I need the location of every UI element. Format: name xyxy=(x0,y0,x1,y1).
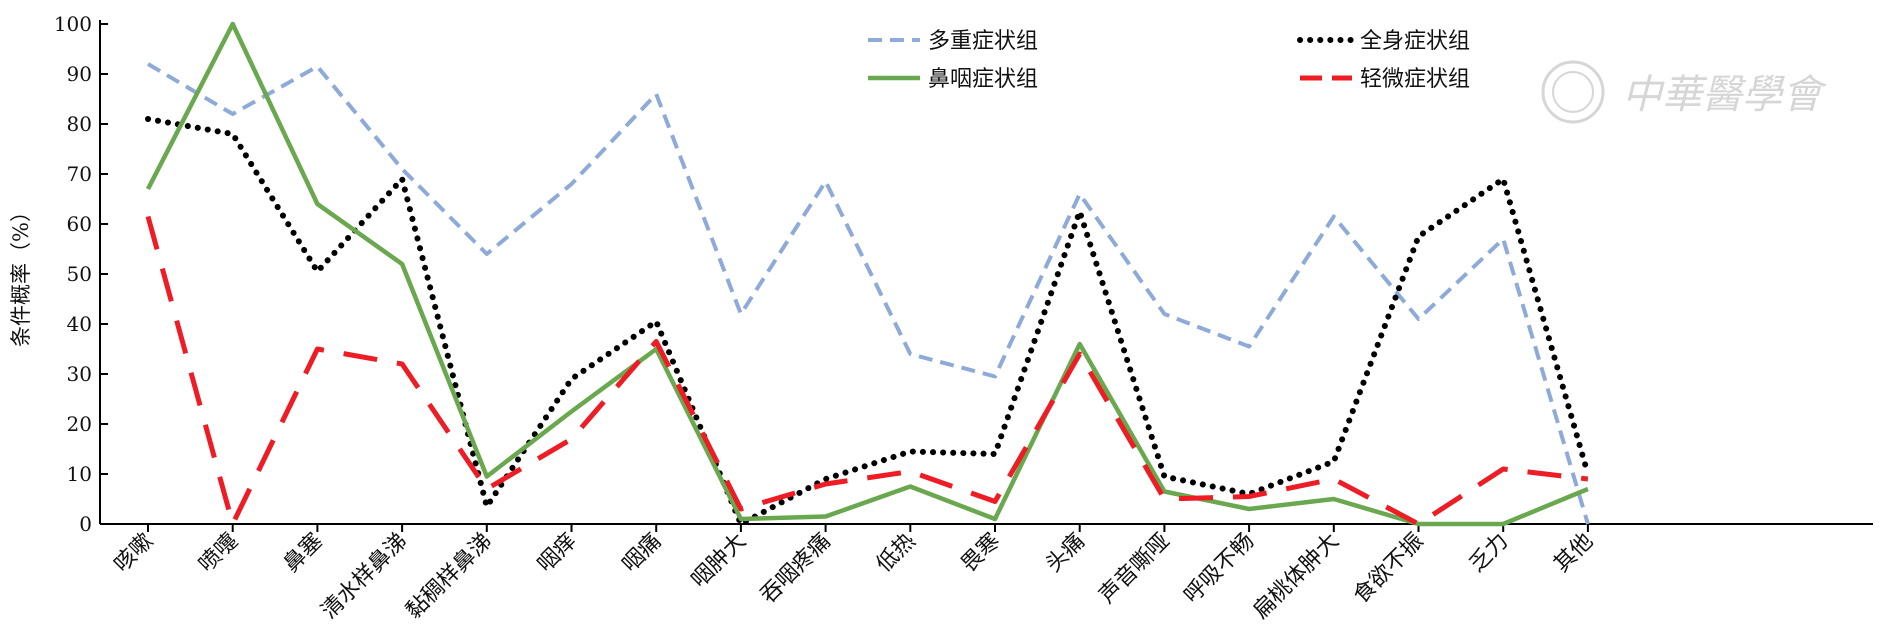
x-tick-label: 黏稠样鼻涕 xyxy=(402,529,497,624)
x-tick-label: 食欲不振 xyxy=(1349,529,1429,609)
legend-label-2: 鼻咽症状组 xyxy=(928,67,1038,92)
x-tick-label: 咳嗽 xyxy=(109,529,158,578)
y-tick-label: 10 xyxy=(67,462,92,486)
y-tick-label: 90 xyxy=(67,62,92,86)
series-line-1 xyxy=(145,116,1591,527)
x-tick-label: 吞咽疼痛 xyxy=(756,529,836,609)
y-tick-label: 40 xyxy=(67,312,92,336)
y-tick-label: 20 xyxy=(67,412,92,436)
x-tick-label: 低热 xyxy=(872,529,921,578)
watermark-seal-icon xyxy=(1541,60,1605,124)
watermark: 中華醫學會 xyxy=(1541,60,1827,124)
y-tick-label: 70 xyxy=(67,162,92,186)
legend-label-1: 全身症状组 xyxy=(1360,29,1470,54)
series-line-3 xyxy=(145,215,1589,527)
watermark-text: 中華醫學會 xyxy=(1622,72,1827,118)
x-tick-label: 呼吸不畅 xyxy=(1179,529,1259,609)
x-tick-label: 咽痛 xyxy=(618,529,667,578)
x-tick-label: 畏寒 xyxy=(956,529,1005,578)
x-tick-label: 咽肿大 xyxy=(687,529,751,593)
y-tick-label: 100 xyxy=(54,12,92,36)
x-tick-label: 头痛 xyxy=(1041,529,1090,578)
axes xyxy=(99,20,1873,525)
x-tick-label: 喷嚏 xyxy=(194,529,243,578)
watermark-seal-inner xyxy=(1552,71,1594,113)
y-tick-label: 0 xyxy=(79,512,92,536)
x-tick-label: 声音嘶哑 xyxy=(1095,529,1175,609)
x-tick-label: 咽痒 xyxy=(533,529,582,578)
series-line-2 xyxy=(145,21,1589,527)
series-group xyxy=(145,21,1591,527)
x-tick-label: 鼻塞 xyxy=(279,529,328,578)
y-tick-label: 30 xyxy=(67,362,92,386)
y-tick-label: 80 xyxy=(67,112,92,136)
x-tick-label: 清水样鼻涕 xyxy=(317,529,412,624)
legend-label-3: 轻微症状组 xyxy=(1360,67,1470,92)
y-tick-label: 50 xyxy=(67,262,92,286)
y-axis-title: 条件概率（%） xyxy=(9,201,33,347)
y-tick-label: 60 xyxy=(67,212,92,236)
series-line-0 xyxy=(146,62,1590,525)
y-ticks: 0 10 20 30 40 50 60 70 80 90 100 xyxy=(54,12,108,536)
x-tick-label: 乏力 xyxy=(1465,529,1514,578)
legend-label-0: 多重症状组 xyxy=(928,29,1038,54)
x-tick-label: 扁桃体肿大 xyxy=(1249,529,1344,624)
x-tick-label: 其他 xyxy=(1549,529,1598,578)
